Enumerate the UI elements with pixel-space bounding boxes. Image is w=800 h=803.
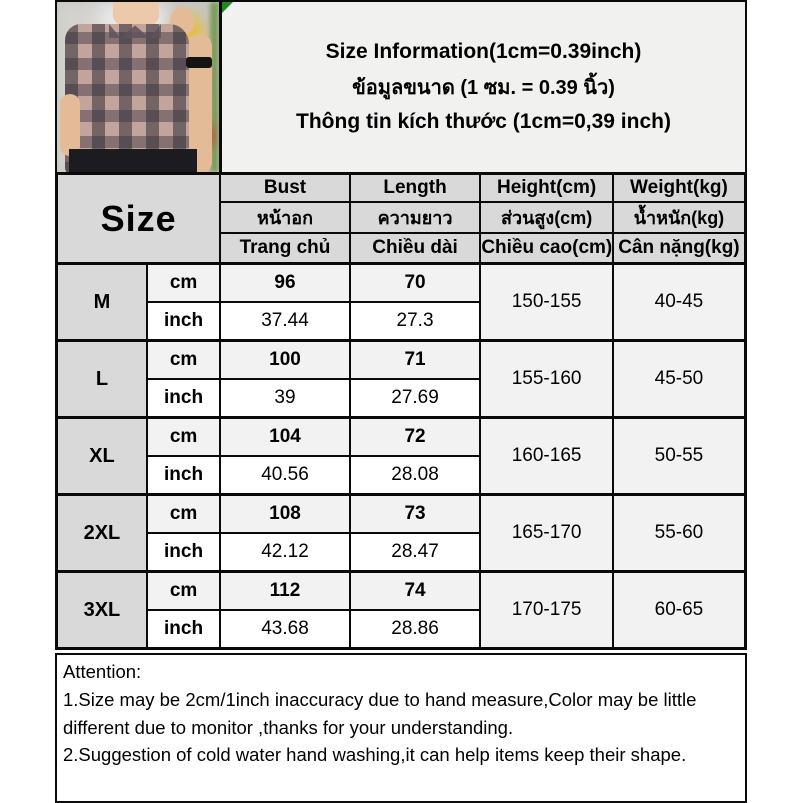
size-label: M xyxy=(55,262,148,342)
bust-cm-value: 104 xyxy=(219,416,351,457)
unit-label-cm: cm xyxy=(145,570,222,611)
unit-label-cm: cm xyxy=(145,416,222,457)
unit-label-cm: cm xyxy=(145,339,222,380)
model-forearm xyxy=(60,94,80,156)
bust-inch-value: 42.12 xyxy=(219,532,351,573)
product-photo xyxy=(57,2,222,172)
attention-line-2: 2.Suggestion of cold water hand washing,… xyxy=(63,744,687,766)
photo-background-strip xyxy=(210,2,219,172)
length-cm-value: 73 xyxy=(348,493,482,534)
unit-label-cm: cm xyxy=(145,493,222,534)
length-inch-value: 27.3 xyxy=(348,301,482,342)
length-inch-value: 27.69 xyxy=(348,378,482,419)
weight-range: 45-50 xyxy=(611,339,747,419)
title-english: Size Information(1cm=0.39inch) xyxy=(325,40,642,63)
col-header-weight-en: Weight(kg) xyxy=(611,172,747,203)
title-vietnamese: Thông tin kích thước (1cm=0,39 inch) xyxy=(296,110,671,133)
table-row: XL cm 104 72 160-165 50-55 xyxy=(55,416,747,496)
col-header-weight-vi: Cân nặng(kg) xyxy=(611,232,747,265)
unit-label-inch: inch xyxy=(145,301,222,342)
height-range: 165-170 xyxy=(479,493,614,573)
length-inch-value: 28.47 xyxy=(348,532,482,573)
bust-cm-value: 96 xyxy=(219,262,351,303)
header-row-thai: หน้าอก ความยาว ส่วนสูง(cm) น้ำหนัก(kg) xyxy=(57,201,747,234)
col-header-bust-en: Bust xyxy=(219,172,351,203)
height-range: 170-175 xyxy=(479,570,614,650)
size-label: XL xyxy=(55,416,148,496)
size-column-header: Size xyxy=(55,172,222,265)
size-chart-page: Size Information(1cm=0.39inch) ข้อมูลขนา… xyxy=(55,0,747,803)
col-header-weight-th: น้ำหนัก(kg) xyxy=(611,201,747,234)
bust-cm-value: 100 xyxy=(219,339,351,380)
col-header-length-en: Length xyxy=(348,172,482,203)
size-table: Size Bust Length Height(cm) Weight(kg) ห… xyxy=(55,172,747,650)
table-row: 2XL cm 108 73 165-170 55-60 xyxy=(55,493,747,573)
model-chin xyxy=(113,2,159,28)
table-row: M cm 96 70 150-155 40-45 xyxy=(55,262,747,342)
weight-range: 60-65 xyxy=(611,570,747,650)
table-row: L cm 100 71 155-160 45-50 xyxy=(55,339,747,419)
table-row: inch 37.44 27.3 xyxy=(57,301,746,342)
bust-cm-value: 112 xyxy=(219,570,351,611)
height-range: 150-155 xyxy=(479,262,614,342)
weight-range: 55-60 xyxy=(611,493,747,573)
length-inch-value: 28.08 xyxy=(348,455,482,496)
bust-inch-value: 40.56 xyxy=(219,455,351,496)
height-range: 155-160 xyxy=(479,339,614,419)
col-header-bust-vi: Trang chủ xyxy=(219,232,351,265)
unit-label-inch: inch xyxy=(145,378,222,419)
unit-label-inch: inch xyxy=(145,455,222,496)
size-label: L xyxy=(55,339,148,419)
table-row: inch 42.12 28.47 xyxy=(57,532,746,573)
bust-inch-value: 37.44 xyxy=(219,301,351,342)
weight-range: 40-45 xyxy=(611,262,747,342)
unit-label-inch: inch xyxy=(145,532,222,573)
col-header-bust-th: หน้าอก xyxy=(219,201,351,234)
length-cm-value: 71 xyxy=(348,339,482,380)
title-thai: ข้อมูลขนาด (1 ซม. = 0.39 นิ้ว) xyxy=(352,77,615,99)
top-section: Size Information(1cm=0.39inch) ข้อมูลขนา… xyxy=(55,0,747,172)
attention-heading: Attention: xyxy=(63,661,142,682)
bust-inch-value: 39 xyxy=(219,378,351,419)
length-cm-value: 74 xyxy=(348,570,482,611)
attention-line-1: 1.Size may be 2cm/1inch inaccuracy due t… xyxy=(63,688,697,738)
bust-cm-value: 108 xyxy=(219,493,351,534)
bust-inch-value: 43.68 xyxy=(219,609,351,650)
weight-range: 50-55 xyxy=(611,416,747,496)
size-label: 2XL xyxy=(55,493,148,573)
table-row: inch 40.56 28.08 xyxy=(57,455,746,496)
table-row: 3XL cm 112 74 170-175 60-65 xyxy=(55,570,747,650)
col-header-length-vi: Chiều dài xyxy=(348,232,482,265)
height-range: 160-165 xyxy=(479,416,614,496)
green-corner-marker-icon xyxy=(222,2,233,13)
col-header-height-en: Height(cm) xyxy=(479,172,614,203)
attention-box: Attention: 1.Size may be 2cm/1inch inacc… xyxy=(55,653,747,803)
col-header-height-th: ส่วนสูง(cm) xyxy=(479,201,614,234)
title-block: Size Information(1cm=0.39inch) ข้อมูลขนา… xyxy=(222,2,745,172)
size-label: 3XL xyxy=(55,570,148,650)
length-cm-value: 70 xyxy=(348,262,482,303)
unit-label-inch: inch xyxy=(145,609,222,650)
unit-label-cm: cm xyxy=(145,262,222,303)
table-row: inch 39 27.69 xyxy=(57,378,746,419)
length-inch-value: 28.86 xyxy=(348,609,482,650)
header-row-english: Size Bust Length Height(cm) Weight(kg) xyxy=(55,172,747,265)
model-patterned-shirt xyxy=(65,24,189,172)
model-watch xyxy=(186,57,212,68)
col-header-height-vi: Chiều cao(cm) xyxy=(479,232,614,265)
header-row-vietnamese: Trang chủ Chiều dài Chiều cao(cm) Cân nặ… xyxy=(57,232,747,265)
model-pants xyxy=(69,149,197,172)
length-cm-value: 72 xyxy=(348,416,482,457)
table-row: inch 43.68 28.86 xyxy=(57,609,746,650)
col-header-length-th: ความยาว xyxy=(348,201,482,234)
